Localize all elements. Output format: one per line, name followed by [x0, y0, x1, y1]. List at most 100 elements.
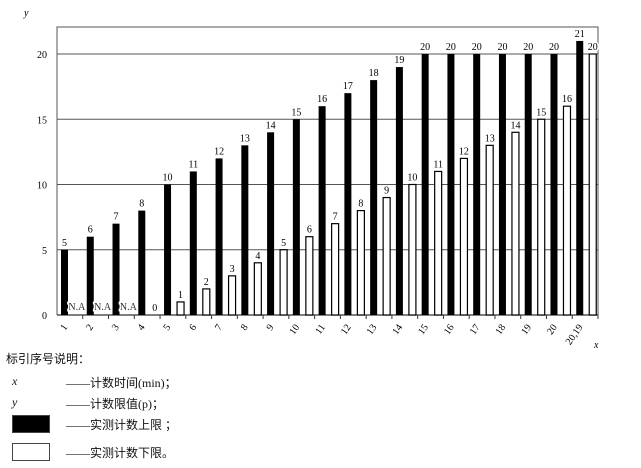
bar-lower [176, 301, 185, 316]
bar-lower-label: 3 [230, 264, 235, 275]
bar-upper-label: 20 [549, 42, 559, 53]
bar-upper-label: 20 [497, 42, 507, 53]
bar-lower [356, 210, 365, 316]
bar-lower-label: N.A [94, 302, 112, 313]
bar-upper-label: 13 [240, 133, 250, 144]
bar-upper [215, 158, 223, 315]
plot-frame [56, 26, 599, 315]
y-tick-label: 5 [42, 246, 47, 257]
bar-chart: 05101520yx15N.A26N.A37N.A480510161127123… [23, 8, 599, 350]
y-tick-label: 0 [42, 311, 47, 322]
bar-lower [537, 118, 546, 316]
x-tick-label: 19 [519, 322, 534, 337]
x-tick-label: 11 [313, 322, 328, 336]
bar-upper [189, 171, 197, 315]
bar-lower-label: N.A [120, 302, 138, 313]
bar-upper-label: 20 [446, 42, 456, 53]
bar-lower [253, 262, 262, 316]
x-tick-label: 4 [136, 322, 148, 332]
bar-lower-label: 7 [333, 212, 338, 223]
bar-lower-label: 6 [307, 225, 312, 236]
x-tick-label: 1 [58, 322, 70, 332]
legend-swatch-black [12, 415, 50, 433]
bar-lower [408, 183, 417, 316]
bar-upper-label: 7 [114, 212, 119, 223]
bar-upper [164, 184, 172, 315]
bar-upper-label: 19 [394, 55, 404, 66]
bar-upper-label: 17 [343, 81, 353, 92]
bar-upper [344, 93, 352, 316]
legend-title: 标引序号说明： [6, 352, 91, 366]
bar-lower [305, 236, 314, 316]
bar-upper-label: 10 [163, 173, 173, 184]
x-tick-label: 20 [545, 322, 560, 337]
x-tick-label: 18 [494, 322, 509, 337]
bar-upper [473, 54, 481, 315]
bar-lower [485, 144, 494, 316]
bar-lower [382, 196, 391, 316]
x-tick-label: 20,19 [564, 322, 586, 347]
bar-lower-label: 5 [281, 238, 286, 249]
bar-lower-label: 9 [384, 186, 389, 197]
legend-symbol-x: x [12, 374, 18, 388]
bar-lower-label: 4 [255, 251, 260, 262]
bar-upper [86, 236, 94, 315]
bar-upper [498, 54, 506, 315]
bar-lower-label: 11 [433, 159, 443, 170]
bar-lower-label: 20 [588, 42, 598, 53]
bar-lower [511, 131, 520, 316]
bar-upper [395, 67, 403, 315]
bar-upper [267, 132, 275, 315]
x-tick-label: 14 [390, 322, 405, 337]
bar-upper [576, 40, 584, 315]
bar-lower-label: 10 [407, 173, 417, 184]
bar-lower-label: 8 [358, 199, 363, 210]
bar-upper-label: 14 [266, 120, 276, 131]
y-tick-label: 10 [37, 181, 47, 192]
bar-upper-label: 15 [291, 107, 301, 118]
x-axis-label: x [593, 340, 599, 350]
bar-upper [112, 223, 120, 315]
bar-lower-label: N.A [68, 302, 86, 313]
x-tick-label: 9 [265, 322, 277, 332]
legend-symbol-y: y [12, 395, 18, 409]
x-tick-label: 7 [213, 322, 225, 332]
legend-text-x: ——计数时间(min)； [66, 376, 177, 390]
y-axis-label: y [23, 8, 29, 19]
bar-lower-label: 13 [485, 133, 495, 144]
bar-lower [459, 157, 469, 316]
bar-lower-label: 12 [459, 146, 469, 157]
bar-upper-label: 21 [575, 29, 585, 40]
x-tick-label: 17 [468, 322, 483, 337]
bar-upper-label: 20 [523, 42, 533, 53]
legend-swatch-white [12, 443, 50, 461]
x-tick-label: 8 [239, 322, 251, 332]
bar-upper [138, 210, 146, 315]
bar-lower [227, 275, 237, 316]
bar-lower-label: 0 [152, 303, 157, 314]
bar-lower [279, 249, 288, 316]
bar-lower-label: 15 [536, 107, 546, 118]
bar-upper-label: 16 [317, 94, 327, 105]
bar-upper-label: 6 [88, 225, 93, 236]
bar-lower-label: 2 [204, 277, 209, 288]
legend-text-y: ——计数限值(p)； [66, 397, 164, 411]
x-tick-label: 3 [110, 322, 122, 332]
legend-text-upper: ——实测计数上限 ； [66, 418, 178, 432]
y-tick-label: 20 [37, 50, 47, 61]
bar-upper [241, 145, 249, 315]
bar-lower [562, 105, 572, 316]
bar-upper-label: 20 [420, 42, 430, 53]
bar-upper [524, 54, 532, 315]
bar-upper [61, 249, 68, 315]
bar-lower [588, 53, 597, 316]
bar-lower-label: 14 [510, 120, 520, 131]
bar-upper-label: 11 [188, 159, 198, 170]
x-tick-label: 5 [162, 322, 174, 332]
x-tick-label: 10 [287, 322, 302, 337]
bar-upper [370, 80, 378, 315]
x-tick-label: 16 [442, 322, 457, 337]
bar-lower-label: 1 [178, 290, 183, 301]
bar-upper-label: 12 [214, 146, 224, 157]
bar-upper [292, 119, 300, 315]
